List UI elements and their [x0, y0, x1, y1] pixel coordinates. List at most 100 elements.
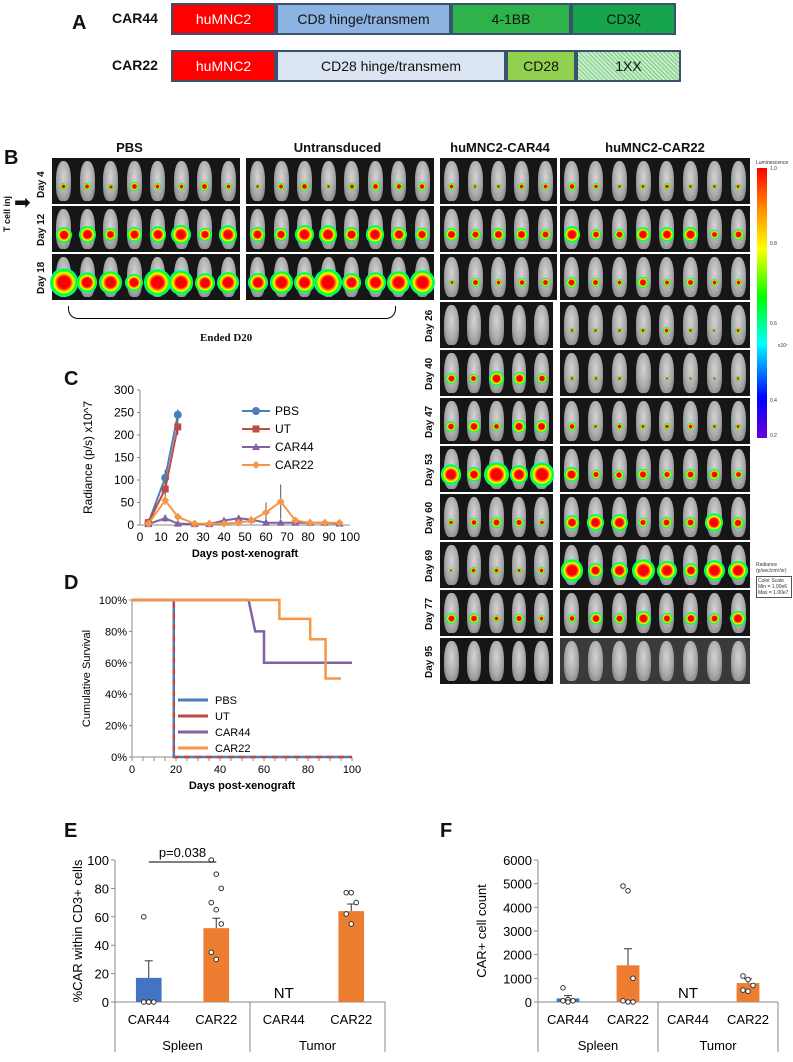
- luminescence-signal: [663, 423, 670, 430]
- luminescence-signal: [615, 278, 624, 287]
- mouse-image: [730, 305, 746, 345]
- data-point: [750, 982, 756, 989]
- data-point: [276, 497, 285, 506]
- data-point: [740, 987, 746, 993]
- luminescence-signal: [685, 516, 697, 529]
- luminescence-signal: [518, 182, 526, 191]
- luminescence-signal: [197, 227, 212, 242]
- data-point: [348, 921, 355, 927]
- mouse-image: [730, 353, 746, 393]
- construct-name: CAR44: [112, 10, 158, 26]
- data-point: [630, 975, 636, 982]
- panel-e-bar-chart: 0 20 40 60 80 100%CAR within CD3+ cells CAR44 C…: [70, 845, 386, 1053]
- mouse-image: [391, 161, 407, 201]
- mouse-image: [511, 593, 527, 633]
- mouse-image: [706, 257, 722, 297]
- luminescence-signal: [637, 276, 650, 289]
- mouse-image: [534, 593, 549, 633]
- data-point: [234, 518, 243, 527]
- mouse-image: [444, 257, 460, 297]
- luminescence-signal: [347, 182, 356, 191]
- luminescence-signal: [640, 183, 646, 190]
- mouse-image: [444, 497, 459, 537]
- category-label: CAR44: [128, 1012, 170, 1027]
- y-axis-title: Cumulative Survival: [81, 630, 93, 727]
- mouse-image: [466, 497, 482, 537]
- y-tick-label: 50: [121, 496, 135, 510]
- x-tick-label: 70: [280, 530, 294, 544]
- mouse-image: [444, 545, 459, 585]
- luminescence-signal: [592, 183, 599, 190]
- data-point: [745, 988, 751, 995]
- y-axis-title: Radiance (p/s) x10^7: [81, 401, 95, 514]
- luminescence-signal: [538, 567, 545, 574]
- mouse-image: [511, 545, 527, 585]
- x-tick-label: 50: [238, 530, 252, 544]
- mouse-image: [588, 209, 604, 249]
- category-label: CAR44: [667, 1012, 709, 1027]
- luminescence-signal: [663, 327, 671, 334]
- x-axis-title: Days post-xenograft: [192, 548, 299, 560]
- day-label: Day 69: [424, 549, 435, 582]
- mouse-image: [730, 641, 746, 681]
- y-tick-label: 100: [87, 853, 109, 868]
- mouse-image: [564, 401, 580, 441]
- mouse-image: [489, 305, 504, 345]
- luminescence-signal: [711, 183, 718, 190]
- legend-label: PBS: [215, 695, 237, 707]
- day-label: Day 60: [424, 501, 435, 534]
- construct-segment: huMNC2: [171, 3, 276, 35]
- data-point: [740, 973, 746, 979]
- series-line: [147, 414, 179, 524]
- luminescence-signal: [703, 559, 726, 582]
- day-label: Day 95: [424, 645, 435, 678]
- mouse-image: [564, 641, 580, 681]
- luminescence-signal: [445, 228, 459, 241]
- mouse-image: [635, 497, 651, 537]
- mouse-image: [730, 209, 746, 249]
- data-point: [140, 999, 147, 1005]
- luminescence-signal: [512, 371, 526, 386]
- y-tick-label: 300: [114, 383, 134, 397]
- mouse-image: [414, 161, 430, 201]
- luminescence-signal: [567, 614, 577, 623]
- luminescence-signal: [733, 469, 743, 480]
- y-tick-label: 3000: [503, 924, 532, 939]
- luminescence-signal: [370, 182, 380, 191]
- data-point: [320, 518, 329, 527]
- luminescence-signal: [711, 423, 718, 430]
- panel-f-label: F: [440, 820, 453, 842]
- ended-bracket: [68, 306, 396, 319]
- bli-image-panel: [440, 350, 553, 396]
- data-point: [174, 423, 182, 431]
- mouse-image: [511, 497, 527, 537]
- data-point: [173, 519, 182, 527]
- luminescence-signal: [610, 562, 628, 579]
- luminescence-color-scale: [757, 168, 767, 438]
- data-point: [276, 518, 285, 526]
- x-tick-label: 100: [343, 764, 361, 776]
- bli-image-panel: [560, 350, 750, 396]
- bli-image-panel: [560, 446, 750, 492]
- construct-segment: 1XX: [576, 50, 681, 82]
- scale-title: Luminescence: [756, 160, 789, 166]
- construct-name: CAR22: [112, 57, 158, 73]
- bli-image-panel: [440, 638, 553, 684]
- luminescence-signal: [638, 517, 649, 528]
- group-title: PBS: [116, 140, 143, 155]
- bli-image-panel: [560, 398, 750, 444]
- luminescence-signal: [448, 279, 455, 286]
- day-label: Day 18: [36, 261, 47, 294]
- x-tick-label: 30: [196, 530, 210, 544]
- arrow-right-icon: ➡: [14, 192, 31, 214]
- luminescence-signal: [590, 469, 601, 480]
- luminescence-signal: [483, 461, 510, 488]
- mouse-image: [683, 161, 699, 201]
- y-tick-label: 40%: [105, 689, 127, 701]
- group-label: Tumor: [699, 1038, 737, 1053]
- luminescence-signal: [492, 566, 501, 575]
- luminescence-signal: [659, 227, 675, 242]
- y-tick-label: 60%: [105, 658, 127, 670]
- mouse-image: [56, 161, 72, 201]
- data-point: [190, 519, 199, 528]
